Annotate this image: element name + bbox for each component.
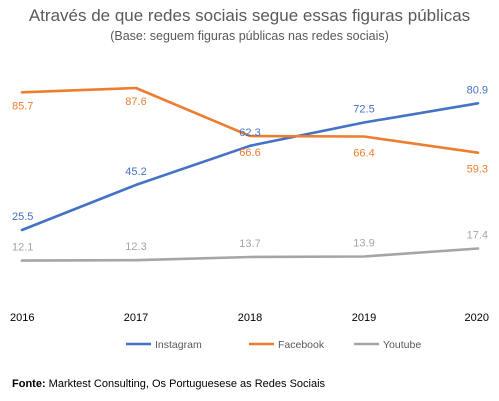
legend-label-youtube: Youtube <box>383 339 421 351</box>
series-line-facebook <box>20 86 480 154</box>
series-line-instagram <box>20 102 480 232</box>
data-label-instagram-2016: 25.5 <box>12 211 33 223</box>
data-label-youtube-2019: 13.9 <box>353 238 374 250</box>
data-label-instagram-2020: 80.9 <box>467 84 488 96</box>
chart-subtitle: (Base: seguem figuras públicas nas redes… <box>110 29 389 43</box>
data-label-facebook-2017: 87.6 <box>125 96 146 108</box>
legend-label-facebook: Facebook <box>278 339 325 351</box>
source-label: Fonte: <box>12 378 46 390</box>
x-tick-label-2019: 2019 <box>352 312 376 324</box>
data-label-facebook-2018: 66.6 <box>239 147 260 159</box>
data-label-youtube-2020: 17.4 <box>467 230 488 242</box>
data-label-facebook-2020: 59.3 <box>467 164 488 176</box>
data-label-youtube-2016: 12.1 <box>12 242 33 254</box>
x-tick-label-2018: 2018 <box>238 312 262 324</box>
data-label-youtube-2018: 13.7 <box>239 238 260 250</box>
data-label-instagram-2017: 45.2 <box>125 166 146 178</box>
data-label-instagram-2018: 62.3 <box>239 127 260 139</box>
chart-title: Através de que redes sociais segue essas… <box>28 6 471 25</box>
data-label-youtube-2017: 12.3 <box>125 241 146 253</box>
data-label-facebook-2019: 66.4 <box>353 148 374 160</box>
x-tick-label-2020: 2020 <box>465 312 489 324</box>
source-note: Fonte: Marktest Consulting, Os Portugues… <box>12 378 325 390</box>
series-line-youtube <box>20 247 480 262</box>
source-text: Marktest Consulting, Os Portuguesese as … <box>48 378 326 390</box>
x-tick-label-2016: 2016 <box>10 312 34 324</box>
x-tick-label-2017: 2017 <box>124 312 148 324</box>
legend-label-instagram: Instagram <box>155 339 202 351</box>
data-label-instagram-2019: 72.5 <box>353 104 374 116</box>
data-label-facebook-2016: 85.7 <box>12 100 33 112</box>
